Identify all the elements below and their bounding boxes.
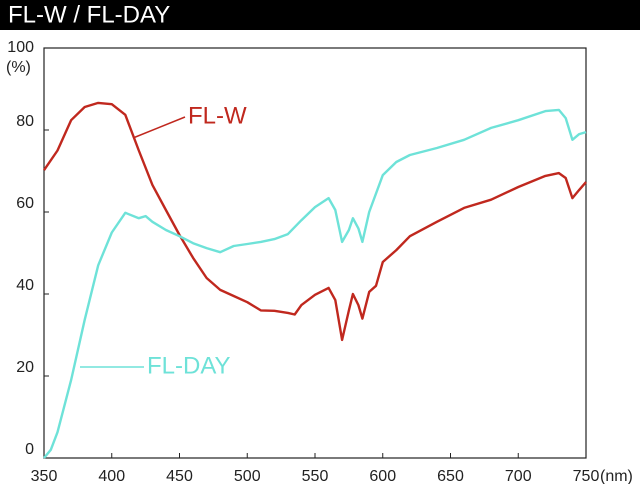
y-tick-label: 80 <box>16 113 34 130</box>
y-tick-label: 0 <box>25 441 34 458</box>
series-line <box>43 101 587 342</box>
y-tick-label: 40 <box>16 277 34 294</box>
series-line <box>43 108 587 459</box>
x-tick-label: 700 <box>505 468 532 484</box>
series-label: FL-W <box>188 102 247 129</box>
plot-frame <box>43 47 587 459</box>
x-tick-label: 550 <box>302 468 329 484</box>
label-leader <box>132 116 186 139</box>
y-tick-label: 100 <box>7 39 34 56</box>
x-tick-label: 350 <box>31 468 58 484</box>
x-tick-label: 750 <box>573 468 600 484</box>
series-label: FL-DAY <box>147 352 231 379</box>
y-tick-label: 20 <box>16 359 34 376</box>
x-axis-label: (nm) <box>600 468 633 484</box>
x-tick-label: 650 <box>437 468 464 484</box>
x-tick-label: 500 <box>234 468 261 484</box>
header-bar <box>0 0 640 30</box>
chart-title: FL-W / FL-DAY <box>8 1 170 28</box>
y-tick-label: 60 <box>16 195 34 212</box>
x-tick-label: 450 <box>166 468 193 484</box>
x-tick-label: 400 <box>98 468 125 484</box>
y-axis-label: (%) <box>6 59 31 76</box>
x-tick-label: 600 <box>369 468 396 484</box>
